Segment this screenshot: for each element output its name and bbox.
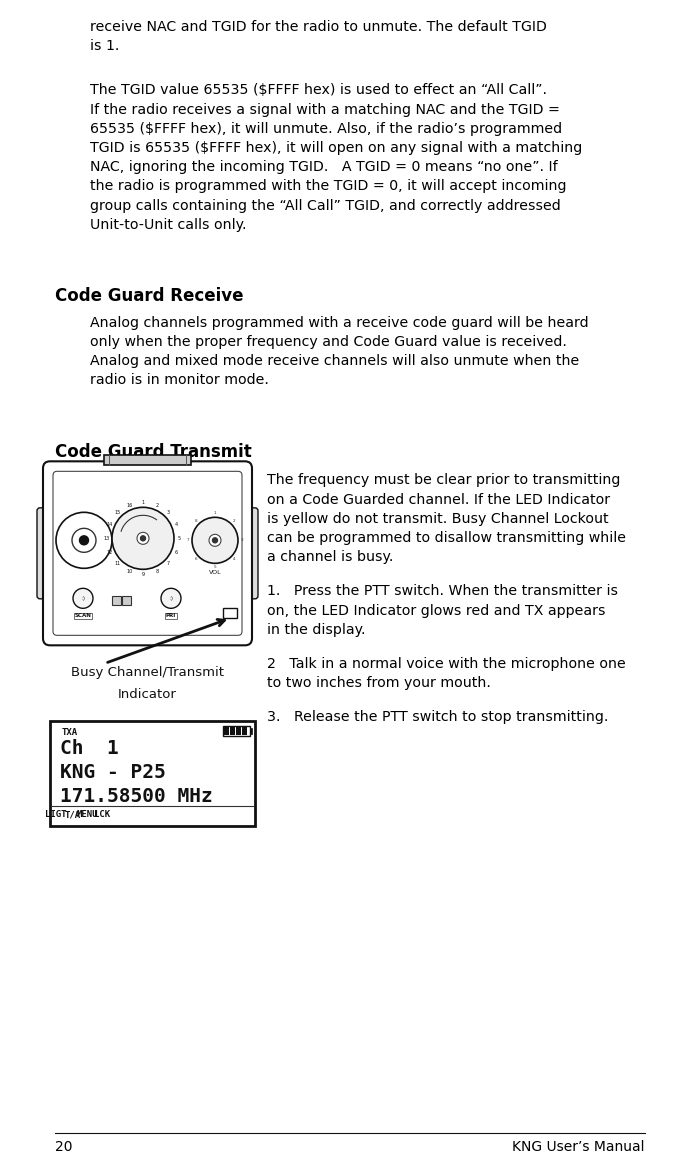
Text: Analog and mixed mode receive channels will also unmute when the: Analog and mixed mode receive channels w… [90,355,579,369]
Text: 2: 2 [233,519,235,523]
Text: 7: 7 [167,561,170,567]
Text: 4: 4 [233,557,235,561]
Circle shape [161,589,181,608]
FancyBboxPatch shape [240,508,258,599]
Bar [224,728,229,735]
Text: 6: 6 [174,549,178,555]
Bar [112,597,121,605]
Text: 12: 12 [107,549,113,555]
Text: 15: 15 [114,510,121,516]
Text: 1.   Press the PTT switch. When the transmitter is: 1. Press the PTT switch. When the transm… [267,584,618,598]
FancyBboxPatch shape [37,508,55,599]
Text: 5: 5 [214,566,216,569]
Circle shape [56,512,112,568]
Circle shape [137,532,149,545]
Text: Analog channels programmed with a receive code guard will be heard: Analog channels programmed with a receiv… [90,315,589,330]
Text: 8: 8 [155,569,158,574]
Text: 6: 6 [195,557,197,561]
Circle shape [192,517,238,563]
Text: 14: 14 [107,522,113,527]
Text: the radio is programmed with the TGID = 0, it will accept incoming: the radio is programmed with the TGID = … [90,180,566,194]
Circle shape [141,535,145,541]
Text: T/A: T/A [64,810,80,819]
Text: :): :) [81,596,85,600]
Text: on a Code Guarded channel. If the LED Indicator: on a Code Guarded channel. If the LED In… [267,493,610,506]
Text: group calls containing the “All Call” TGID, and correctly addressed: group calls containing the “All Call” TG… [90,198,561,212]
Text: LIGT: LIGT [45,810,67,819]
Text: Busy Channel/Transmit: Busy Channel/Transmit [71,666,224,679]
Text: The frequency must be clear prior to transmitting: The frequency must be clear prior to tra… [267,473,621,487]
Text: Code Guard Receive: Code Guard Receive [55,287,243,305]
Text: on, the LED Indicator glows red and TX appears: on, the LED Indicator glows red and TX a… [267,604,606,618]
Text: NAC, ignoring the incoming TGID.   A TGID = 0 means “no one”. If: NAC, ignoring the incoming TGID. A TGID … [90,160,558,174]
Text: 16: 16 [126,503,132,508]
Text: 171.58500 MHz: 171.58500 MHz [60,787,213,807]
Circle shape [80,535,89,545]
Text: can be programmed to disallow transmitting while: can be programmed to disallow transmitti… [267,531,626,545]
Text: TGID is 65535 ($FFFF hex), it will open on any signal with a matching: TGID is 65535 ($FFFF hex), it will open … [90,141,582,155]
Text: a channel is busy.: a channel is busy. [267,551,393,564]
Text: LCK: LCK [95,810,111,819]
Circle shape [73,589,93,608]
Bar [122,597,131,605]
Text: MENU: MENU [77,810,98,819]
Circle shape [112,508,174,569]
Text: KNG - P25: KNG - P25 [60,764,166,782]
Text: Code Guard Transmit: Code Guard Transmit [55,443,251,460]
Circle shape [72,529,96,553]
Bar [242,728,247,735]
Text: 9: 9 [141,571,145,577]
FancyBboxPatch shape [53,472,242,635]
Text: 1: 1 [214,511,216,516]
Text: KNG User’s Manual: KNG User’s Manual [512,1140,645,1154]
Text: 13: 13 [104,535,110,541]
Text: is yellow do not transmit. Busy Channel Lockout: is yellow do not transmit. Busy Channel … [267,512,608,526]
Text: 3.   Release the PTT switch to stop transmitting.: 3. Release the PTT switch to stop transm… [267,710,608,724]
Text: 11: 11 [114,561,121,567]
Bar [230,728,235,735]
Bar [250,728,252,735]
Bar [223,727,250,736]
Text: radio is in monitor mode.: radio is in monitor mode. [90,373,269,387]
Text: Indicator: Indicator [118,688,177,701]
Text: SCAN: SCAN [74,613,91,618]
Text: PRI: PRI [166,613,176,618]
Text: 2   Talk in a normal voice with the microphone one: 2 Talk in a normal voice with the microp… [267,657,626,671]
Text: 1: 1 [141,500,145,505]
Text: 8: 8 [195,519,197,523]
FancyBboxPatch shape [43,461,252,646]
Bar [103,455,191,465]
Text: only when the proper frequency and Code Guard value is received.: only when the proper frequency and Code … [90,335,567,349]
Text: VOL: VOL [209,570,221,575]
Text: in the display.: in the display. [267,622,366,636]
Text: 10: 10 [126,569,132,574]
Text: 20: 20 [55,1140,72,1154]
Text: The TGID value 65535 ($FFFF hex) is used to effect an “All Call”.: The TGID value 65535 ($FFFF hex) is used… [90,83,547,97]
Text: 2: 2 [155,503,158,508]
Circle shape [209,534,221,546]
Circle shape [212,538,218,542]
Text: 65535 ($FFFF hex), it will unmute. Also, if the radio’s programmed: 65535 ($FFFF hex), it will unmute. Also,… [90,122,562,136]
Text: receive NAC and TGID for the radio to unmute. The default TGID: receive NAC and TGID for the radio to un… [90,20,547,34]
Text: Ch  1: Ch 1 [60,739,119,758]
Text: Unit-to-Unit calls only.: Unit-to-Unit calls only. [90,218,247,232]
Text: is 1.: is 1. [90,39,120,53]
Text: 7: 7 [187,538,189,542]
Text: 3: 3 [167,510,170,516]
Text: TXA: TXA [62,728,78,737]
Bar [50,721,255,826]
Bar [223,608,237,618]
Text: :): :) [169,596,173,600]
Text: to two inches from your mouth.: to two inches from your mouth. [267,676,491,690]
Text: 4: 4 [174,522,178,527]
Text: 5: 5 [177,535,180,541]
Bar [236,728,241,735]
Text: If the radio receives a signal with a matching NAC and the TGID =: If the radio receives a signal with a ma… [90,103,560,117]
Text: 3: 3 [241,538,243,542]
